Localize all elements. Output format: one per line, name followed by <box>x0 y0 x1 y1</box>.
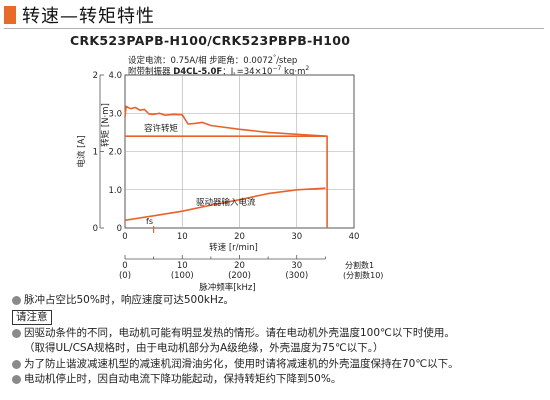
notes-section: 脉冲占空比50%时，响应速度可达500kHz。 请注意 因驱动条件的不同，电动机… <box>12 293 548 388</box>
bullet-icon <box>12 328 21 338</box>
pulse-tick-label: 0 <box>122 261 127 271</box>
series-label-input-current: 驱动器输入电流 <box>196 197 256 208</box>
spec-damper-model: D4CL-5.0F <box>173 67 223 77</box>
note-item: （取得UL/CSA规格时，由于电动机部分为A级绝缘，外壳温度为75℃以下。） <box>12 341 548 357</box>
spec-inertia-exp: −7 <box>272 65 282 73</box>
current-axis-label: 电流 [A] <box>76 135 87 167</box>
subdivision-label-2: (分割数10) <box>343 270 383 280</box>
note-text: 因驱动条件的不同，电动机可能有明显发热的情形。请在电动机外壳温度100℃以下时使… <box>24 326 455 339</box>
x-tick-label: 10 <box>177 232 188 242</box>
x-tick-label: 20 <box>234 232 245 242</box>
bullet-icon <box>12 296 21 306</box>
current-tick-label: 1 <box>93 148 98 158</box>
pulse-tick-label-sub: (100) <box>171 271 194 281</box>
spec-inertia-unit: kg·m <box>281 67 306 77</box>
note-text: 为了防止谐波减速机型的减速机润滑油劣化，使用时请将减速机的外壳温度保持在70℃以… <box>24 357 459 370</box>
pulse-tick-label: 20 <box>234 261 245 271</box>
spec-current-step: 设定电流：0.75A/相 步距角：0.0072 <box>128 56 274 66</box>
model-name: CRK523PAPB-H100/CRK523PBPB-H100 <box>70 33 351 48</box>
note-item: 为了防止谐波减速机型的减速机润滑油劣化，使用时请将减速机的外壳温度保持在70℃以… <box>12 357 548 373</box>
y-tick-label: 2.0 <box>108 148 122 158</box>
caution-badge: 请注意 <box>12 309 52 325</box>
note-text: （取得UL/CSA规格时，由于电动机部分为A级绝缘，外壳温度为75℃以下。） <box>24 342 384 354</box>
note-item: 脉冲占空比50%时，响应速度可达500kHz。 <box>12 293 548 309</box>
x-tick-label: 0 <box>122 232 127 242</box>
y-tick-label: 3.0 <box>108 109 122 119</box>
series-label-allowable-torque: 容许转矩 <box>144 123 179 134</box>
bullet-icon <box>12 375 21 385</box>
pulse-tick-label: 10 <box>177 261 188 271</box>
pulse-tick-label-sub: (300) <box>285 271 308 281</box>
input-current-line <box>124 187 326 222</box>
note-item: 因驱动条件的不同，电动机可能有明显发热的情形。请在电动机外壳温度100℃以下时使… <box>12 326 548 342</box>
pulse-axis-label: 脉冲频率[kHz] <box>199 282 255 292</box>
y-axis-label: 转矩 [N·m] <box>100 103 111 147</box>
note-text: 电动机停止时，因自动电流下降功能起动，保持转矩约下降到50%。 <box>24 373 342 385</box>
x-axis-label: 转速 [r/min] <box>209 242 258 253</box>
title-divider <box>4 28 544 29</box>
x-tick-label: 30 <box>291 232 302 242</box>
page-title: 转速—转矩特性 <box>22 6 155 27</box>
pullout-torque-line <box>124 105 328 137</box>
spec-step-unit: /step <box>276 56 298 66</box>
current-tick-label: 0 <box>93 224 98 234</box>
spec-inertia-value: =34×10 <box>236 67 273 77</box>
spec-line-1: 设定电流：0.75A/相 步距角：0.0072°/step <box>128 54 297 66</box>
spec-inertia-unit-exp: 2 <box>305 65 310 73</box>
bullet-icon <box>12 359 21 369</box>
spec-degree: ° <box>273 54 277 62</box>
subdivision-label: 分割数1 <box>345 260 374 270</box>
caution-row: 请注意 <box>12 309 548 326</box>
y-tick-label: 1.0 <box>108 186 122 196</box>
pulse-tick-label-sub: (0) <box>119 271 131 281</box>
note-item: 电动机停止时，因自动电流下降功能起动，保持转矩约下降到50%。 <box>12 372 548 388</box>
spec-inertia-label: ：J <box>222 67 234 77</box>
current-tick-label: 2 <box>93 71 98 81</box>
x-tick-label: 40 <box>349 232 360 242</box>
title-bar: 转速—转矩特性 <box>4 2 155 28</box>
y-tick-label: 0 <box>117 224 122 234</box>
allowable-torque-line <box>125 135 328 228</box>
spec-damper-label: 附带制振器 <box>128 67 174 77</box>
note-text: 脉冲占空比50%时，响应速度可达500kHz。 <box>24 294 234 306</box>
pulse-tick-label-sub: (200) <box>228 271 251 281</box>
pulse-tick-label: 30 <box>291 261 302 271</box>
y-tick-label: 4.0 <box>108 71 122 81</box>
fs-label: fs <box>146 217 153 226</box>
title-marker <box>4 6 16 24</box>
